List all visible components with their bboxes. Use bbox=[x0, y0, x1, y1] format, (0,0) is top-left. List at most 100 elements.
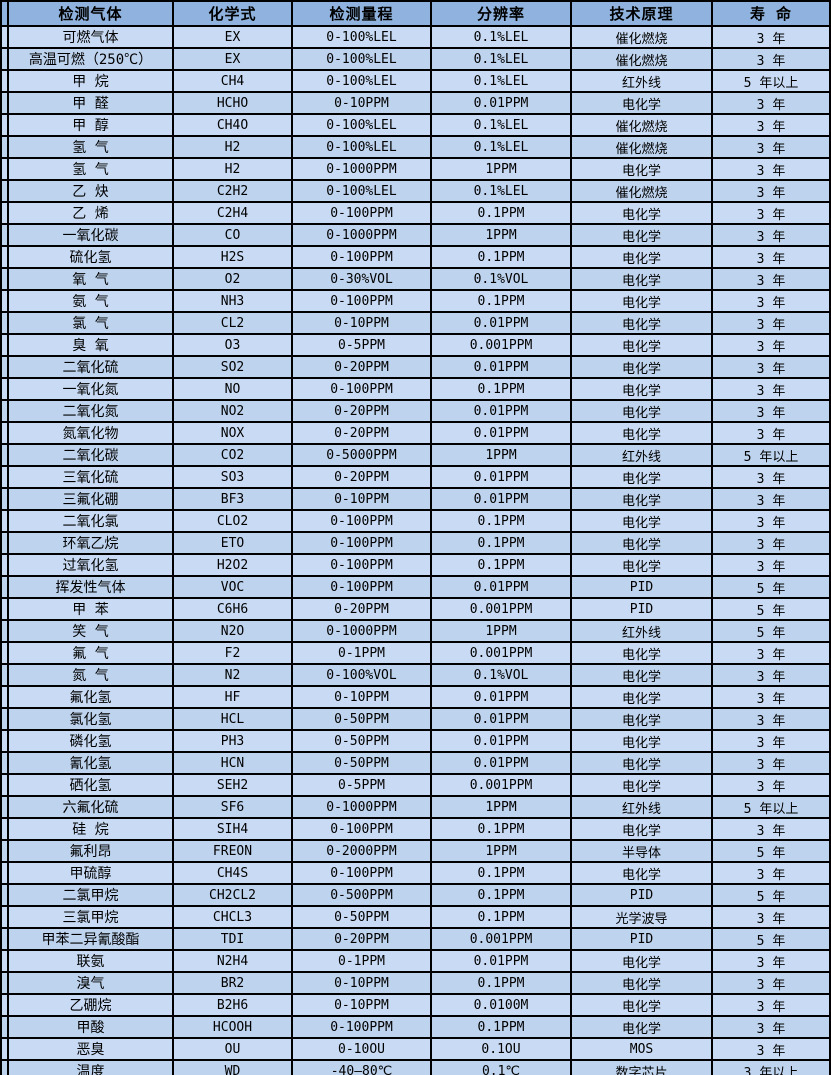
cell-range: 0-10PPM bbox=[291, 971, 432, 995]
cell-gas: 三氯甲烷 bbox=[7, 905, 174, 929]
cell-gas: 二氧化碳 bbox=[7, 443, 174, 467]
cell-formula: SF6 bbox=[172, 795, 293, 819]
cell-gas: 氟 气 bbox=[7, 641, 174, 665]
cell-range: 0-10PPM bbox=[291, 993, 432, 1017]
cell-range: 0-1000PPM bbox=[291, 223, 432, 247]
cell-gas: 环氧乙烷 bbox=[7, 531, 174, 555]
cell-range: 0-100PPM bbox=[291, 201, 432, 225]
cell-resolution: 0.01PPM bbox=[430, 685, 572, 709]
cell-gas: 二氯甲烷 bbox=[7, 883, 174, 907]
left-sliver-cell bbox=[0, 421, 9, 445]
table-row: 甲苯二异氰酸酯 TDI 0-20PPM 0.001PPM PID 5 年 bbox=[0, 927, 831, 951]
cell-lifespan: 3 年 bbox=[711, 245, 831, 269]
table-row: 甲酸 HCOOH 0-100PPM 0.1PPM 电化学 3 年 bbox=[0, 1015, 831, 1039]
cell-principle: PID bbox=[570, 927, 713, 951]
table-row: 氢 气 H2 0-100%LEL 0.1%LEL 催化燃烧 3 年 bbox=[0, 135, 831, 159]
cell-formula: F2 bbox=[172, 641, 293, 665]
cell-range: 0-10PPM bbox=[291, 685, 432, 709]
cell-formula: HCN bbox=[172, 751, 293, 775]
left-sliver-cell bbox=[0, 311, 9, 335]
cell-formula: CH4 bbox=[172, 69, 293, 93]
cell-principle: 催化燃烧 bbox=[570, 135, 713, 159]
cell-formula: B2H6 bbox=[172, 993, 293, 1017]
table-row: 氰化氢 HCN 0-50PPM 0.01PPM 电化学 3 年 bbox=[0, 751, 831, 775]
cell-lifespan: 3 年 bbox=[711, 333, 831, 357]
cell-principle: 电化学 bbox=[570, 707, 713, 731]
cell-gas: 氮氧化物 bbox=[7, 421, 174, 445]
cell-gas: 氮 气 bbox=[7, 663, 174, 687]
cell-principle: 电化学 bbox=[570, 201, 713, 225]
cell-formula: CH4O bbox=[172, 113, 293, 137]
cell-lifespan: 3 年 bbox=[711, 707, 831, 731]
cell-range: 0-20PPM bbox=[291, 421, 432, 445]
cell-resolution: 0.1%LEL bbox=[430, 69, 572, 93]
cell-range: 0-10PPM bbox=[291, 311, 432, 335]
cell-resolution: 0.01PPM bbox=[430, 751, 572, 775]
cell-principle: 半导体 bbox=[570, 839, 713, 863]
cell-resolution: 0.1PPM bbox=[430, 201, 572, 225]
cell-formula: HCHO bbox=[172, 91, 293, 115]
cell-resolution: 0.01PPM bbox=[430, 421, 572, 445]
cell-gas: 磷化氢 bbox=[7, 729, 174, 753]
cell-principle: 电化学 bbox=[570, 91, 713, 115]
cell-range: -40—80℃ bbox=[291, 1059, 432, 1075]
cell-formula: CLO2 bbox=[172, 509, 293, 533]
cell-gas: 过氧化氢 bbox=[7, 553, 174, 577]
left-sliver-cell bbox=[0, 817, 9, 841]
left-sliver-cell bbox=[0, 113, 9, 137]
cell-formula: BF3 bbox=[172, 487, 293, 511]
cell-resolution: 0.001PPM bbox=[430, 333, 572, 357]
cell-resolution: 0.1PPM bbox=[430, 1015, 572, 1039]
cell-resolution: 0.1PPM bbox=[430, 531, 572, 555]
left-sliver-cell bbox=[0, 1059, 9, 1075]
cell-lifespan: 3 年 bbox=[711, 377, 831, 401]
cell-lifespan: 3 年 bbox=[711, 421, 831, 445]
cell-resolution: 0.1%LEL bbox=[430, 113, 572, 137]
left-sliver-cell bbox=[0, 553, 9, 577]
col-header-principle: 技术原理 bbox=[570, 0, 713, 27]
cell-formula: HF bbox=[172, 685, 293, 709]
cell-lifespan: 3 年 bbox=[711, 91, 831, 115]
cell-resolution: 1PPM bbox=[430, 619, 572, 643]
cell-resolution: 0.1%LEL bbox=[430, 25, 572, 49]
cell-range: 0-100%LEL bbox=[291, 25, 432, 49]
cell-range: 0-100PPM bbox=[291, 377, 432, 401]
cell-gas: 一氧化碳 bbox=[7, 223, 174, 247]
cell-principle: 电化学 bbox=[570, 399, 713, 423]
cell-lifespan: 3 年 bbox=[711, 949, 831, 973]
table-row: 臭 氧 O3 0-5PPM 0.001PPM 电化学 3 年 bbox=[0, 333, 831, 357]
cell-lifespan: 3 年 bbox=[711, 751, 831, 775]
left-sliver-cell bbox=[0, 883, 9, 907]
cell-gas: 挥发性气体 bbox=[7, 575, 174, 599]
cell-gas: 高温可燃（250℃） bbox=[7, 47, 174, 71]
cell-principle: 催化燃烧 bbox=[570, 47, 713, 71]
left-sliver-cell bbox=[0, 355, 9, 379]
cell-gas: 乙 烯 bbox=[7, 201, 174, 225]
cell-lifespan: 3 年 bbox=[711, 817, 831, 841]
cell-principle: PID bbox=[570, 575, 713, 599]
left-sliver-cell bbox=[0, 839, 9, 863]
table-row: 一氧化氮 NO 0-100PPM 0.1PPM 电化学 3 年 bbox=[0, 377, 831, 401]
left-sliver-cell bbox=[0, 25, 9, 49]
cell-range: 0-50PPM bbox=[291, 729, 432, 753]
cell-principle: 催化燃烧 bbox=[570, 25, 713, 49]
cell-resolution: 0.01PPM bbox=[430, 729, 572, 753]
cell-range: 0-100%VOL bbox=[291, 663, 432, 687]
table-row: 二氧化碳 CO2 0-5000PPM 1PPM 红外线 5 年以上 bbox=[0, 443, 831, 467]
left-sliver-cell bbox=[0, 927, 9, 951]
cell-principle: 电化学 bbox=[570, 553, 713, 577]
left-sliver-cell bbox=[0, 135, 9, 159]
cell-resolution: 0.001PPM bbox=[430, 641, 572, 665]
cell-gas: 氧 气 bbox=[7, 267, 174, 291]
cell-formula: O2 bbox=[172, 267, 293, 291]
cell-range: 0-100PPM bbox=[291, 245, 432, 269]
cell-lifespan: 3 年 bbox=[711, 25, 831, 49]
cell-principle: 电化学 bbox=[570, 267, 713, 291]
table-row: 氟 气 F2 0-1PPM 0.001PPM 电化学 3 年 bbox=[0, 641, 831, 665]
table-row: 恶臭 OU 0-10OU 0.1OU MOS 3 年 bbox=[0, 1037, 831, 1061]
cell-resolution: 0.001PPM bbox=[430, 597, 572, 621]
cell-formula: CO2 bbox=[172, 443, 293, 467]
cell-gas: 乙 炔 bbox=[7, 179, 174, 203]
table-row: 乙硼烷 B2H6 0-10PPM 0.0100M 电化学 3 年 bbox=[0, 993, 831, 1017]
